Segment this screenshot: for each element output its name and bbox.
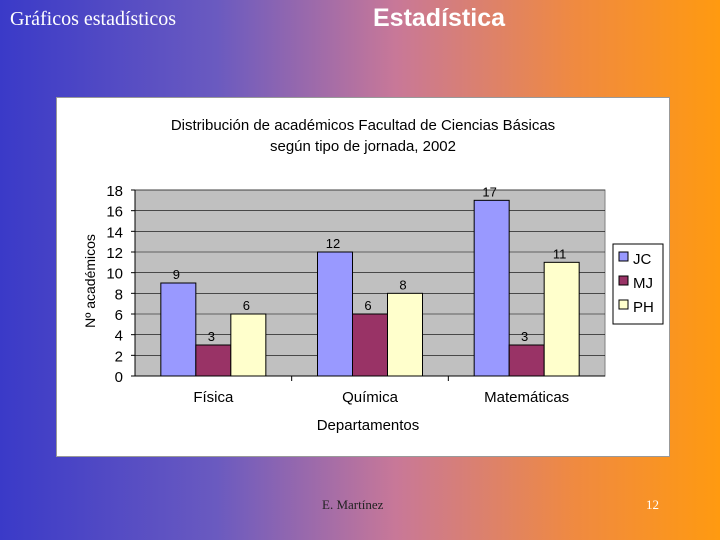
y-tick-label: 14: [106, 224, 123, 241]
chart-container: Distribución de académicos Facultad de C…: [56, 97, 670, 457]
legend-swatch-mj: [618, 275, 629, 286]
y-tick-label: 4: [115, 328, 123, 345]
y-tick-label: 6: [115, 307, 123, 324]
slide-title: Estadística: [373, 4, 506, 32]
footer-page-number: 12: [646, 497, 659, 512]
y-tick-label: 0: [115, 369, 123, 386]
bar-mj: [508, 344, 545, 377]
data-label: 11: [553, 246, 567, 261]
bar-chart: Distribución de académicos Facultad de C…: [82, 117, 664, 434]
legend-label-jc: JC: [633, 251, 652, 268]
bar-mj: [195, 344, 232, 377]
bar-jc: [473, 199, 510, 377]
data-label: 6: [364, 298, 371, 313]
data-label: 3: [521, 329, 528, 344]
slide-subtitle: Gráficos estadísticos: [10, 8, 177, 30]
data-label: 17: [482, 184, 496, 199]
y-axis-label: Nº académicos: [82, 234, 98, 328]
legend-swatch-ph: [618, 299, 629, 310]
x-tick-label: Matemáticas: [484, 389, 569, 406]
footer-author: E. Martínez: [322, 497, 384, 512]
y-tick-label: 16: [106, 204, 123, 221]
bar-ph: [230, 313, 267, 377]
chart-title-line2: según tipo de jornada, 2002: [270, 138, 456, 155]
data-label: 3: [208, 329, 215, 344]
legend-swatch-jc: [618, 251, 629, 262]
y-tick-label: 18: [106, 183, 123, 200]
y-tick-label: 8: [115, 286, 123, 303]
bar-mj: [352, 313, 388, 377]
x-axis-label: Departamentos: [317, 417, 420, 434]
chart-title-line1: Distribución de académicos Facultad de C…: [171, 117, 555, 134]
data-label: 12: [326, 236, 340, 251]
y-tick-label: 10: [106, 266, 123, 283]
x-tick-label: Física: [193, 389, 234, 406]
data-label: 9: [173, 267, 180, 282]
y-tick-label: 2: [115, 348, 123, 365]
y-tick-label: 12: [106, 245, 123, 262]
bar-ph: [387, 292, 423, 377]
legend-label-mj: MJ: [633, 275, 653, 292]
bar-jc: [317, 251, 353, 377]
bar-ph: [543, 261, 580, 377]
x-tick-label: Química: [342, 389, 399, 406]
data-label: 8: [399, 277, 406, 292]
bar-jc: [160, 282, 197, 377]
data-label: 6: [243, 298, 250, 313]
legend-label-ph: PH: [633, 299, 654, 316]
